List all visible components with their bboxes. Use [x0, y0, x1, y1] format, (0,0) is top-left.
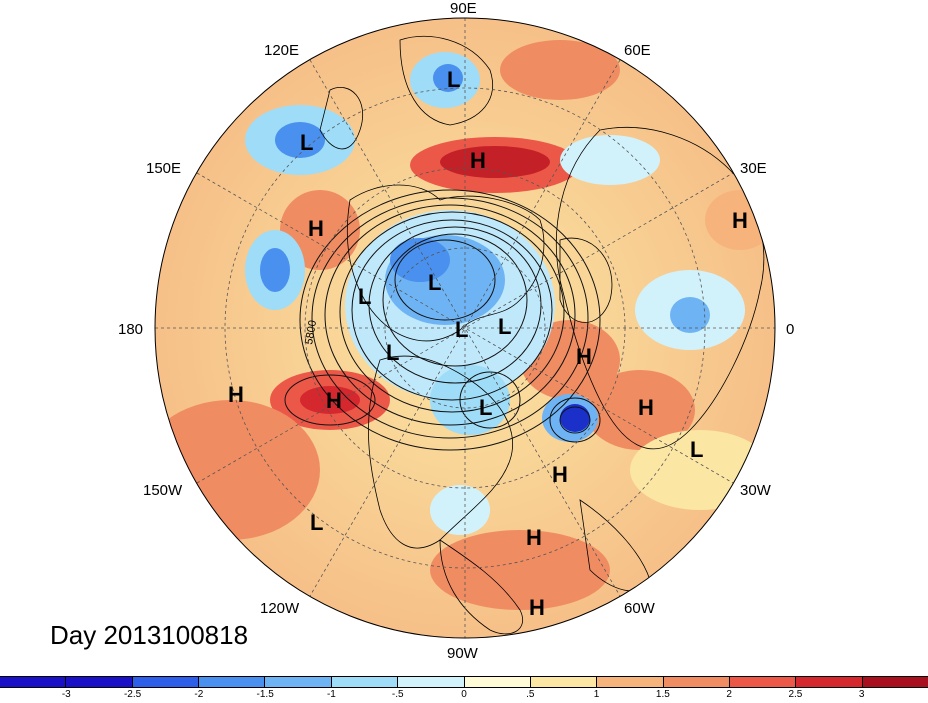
colorbar-swatch	[597, 677, 664, 687]
colorbar-swatch	[530, 677, 598, 687]
colorbar-tick-label: -1	[326, 689, 336, 700]
anomaly-field: 5800	[155, 18, 775, 638]
lon-label-90w: 90W	[447, 645, 478, 662]
map-boundary	[154, 17, 776, 639]
lon-label-180: 180	[118, 321, 144, 338]
polar-stereographic-anomaly-map: 5800 L L H H H L L L L L H H H L H L H	[154, 17, 776, 639]
contour-label-5800: 5800	[303, 319, 319, 345]
low-center-label: L	[386, 340, 399, 365]
low-center-label: L	[447, 67, 460, 92]
colorbar-swatch	[862, 677, 928, 687]
low-center-label: L	[479, 395, 492, 420]
colorbar-tick-label: 1	[593, 689, 600, 700]
lon-label-30w: 30W	[740, 482, 771, 499]
colorbar-tick-label: 0	[461, 689, 467, 700]
colorbar-swatch	[398, 677, 465, 687]
high-center-label: H	[638, 395, 654, 420]
coastlines	[319, 35, 765, 635]
colorbar-tick-label: 3	[858, 689, 865, 700]
colorbar-swatch	[729, 677, 797, 687]
lon-label-120e: 120E	[264, 42, 300, 59]
lon-label-90e: 90E	[450, 0, 477, 17]
colorbar-tick-label: 2	[726, 689, 732, 700]
colorbar-swatch	[796, 677, 863, 687]
height-contours	[284, 189, 601, 451]
colorbar-swatch	[265, 677, 332, 687]
colorbar-tick-label: -2.5	[123, 689, 142, 700]
colorbar-tick-label: .5	[526, 689, 535, 700]
colorbar-swatch	[199, 677, 266, 687]
colorbar-tick-label: -.5	[391, 689, 404, 700]
colorbar-swatch	[66, 677, 133, 687]
colorbar-swatch	[132, 677, 200, 687]
low-center-label: L	[498, 314, 511, 339]
graticule	[155, 18, 775, 638]
high-center-label: H	[732, 208, 748, 233]
colorbar-tick-label: 2.5	[788, 689, 803, 700]
colorbar-tick-label: -2	[194, 689, 204, 700]
lon-label-30e: 30E	[740, 160, 767, 177]
lon-label-60e: 60E	[624, 42, 651, 59]
lon-label-150e: 150E	[146, 160, 182, 177]
day-label: Day 2013100818	[50, 620, 249, 650]
lon-label-0: 0	[786, 321, 795, 338]
colorbar-swatch	[0, 677, 67, 687]
high-center-label: H	[576, 344, 592, 369]
low-center-label: L	[358, 284, 371, 309]
colorbar-tick-label: -1.5	[256, 689, 274, 700]
low-center-label: L	[310, 510, 323, 535]
low-center-label: L	[300, 130, 313, 155]
low-center-label: L	[455, 317, 468, 342]
colorbar-swatch	[331, 677, 399, 687]
high-center-label: H	[326, 388, 342, 413]
colorbar-tick-label: 1.5	[655, 689, 670, 700]
low-center-label: L	[690, 437, 703, 462]
lon-label-150w: 150W	[143, 482, 183, 499]
high-center-label: H	[228, 382, 244, 407]
colorbar-swatch	[464, 677, 531, 687]
colorbar	[0, 676, 928, 688]
lon-label-120w: 120W	[260, 600, 300, 617]
high-center-label: H	[308, 216, 324, 241]
colorbar-tick-label: -3	[61, 689, 71, 700]
high-center-label: H	[552, 462, 568, 487]
high-center-label: H	[470, 148, 486, 173]
high-center-label: H	[529, 595, 545, 620]
pressure-centers: L L H H H L L L L L H H H L H L H L H H	[228, 67, 748, 620]
colorbar-tick-labels: -3 -2.5 -2 -1.5 -1 -.5 0 .5 1 1.5 2 2.5 3	[0, 689, 928, 703]
colorbar-swatch	[663, 677, 730, 687]
low-center-label: L	[428, 270, 441, 295]
lon-label-60w: 60W	[624, 600, 655, 617]
high-center-label: H	[526, 525, 542, 550]
